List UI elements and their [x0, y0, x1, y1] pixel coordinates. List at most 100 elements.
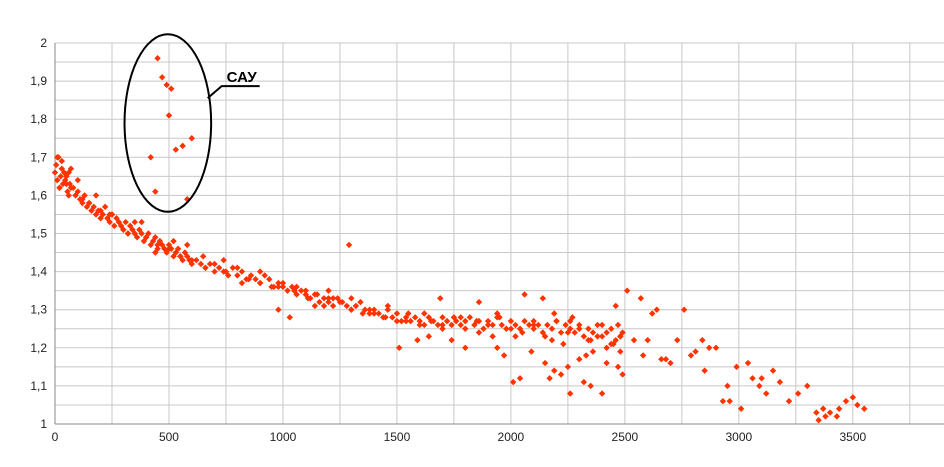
data-point — [229, 264, 236, 271]
data-point — [343, 302, 350, 310]
x-tick-label: 500 — [159, 430, 179, 444]
data-point — [443, 317, 451, 325]
data-point — [835, 405, 843, 412]
data-point — [819, 405, 827, 412]
x-tick-label: 1500 — [384, 430, 411, 444]
data-point — [500, 352, 508, 359]
x-tick-label: 0 — [52, 430, 59, 444]
x-tick-label: 1000 — [270, 430, 297, 444]
data-point — [564, 329, 572, 336]
data-point — [311, 302, 319, 310]
data-point — [329, 302, 337, 310]
data-point — [594, 333, 601, 340]
data-point — [692, 348, 699, 355]
data-point — [199, 253, 207, 260]
data-point — [79, 196, 86, 203]
data-point — [571, 329, 578, 336]
data-point — [184, 241, 191, 249]
data-point — [65, 192, 72, 199]
data-point — [826, 409, 834, 416]
data-point — [589, 329, 597, 336]
data-point — [466, 314, 474, 321]
data-point — [849, 394, 857, 401]
x-tick-label: 3000 — [725, 430, 752, 444]
data-point — [457, 314, 464, 321]
data-point — [489, 321, 496, 329]
data-point — [585, 325, 592, 332]
data-point — [222, 268, 230, 275]
data-point — [822, 413, 829, 420]
data-point — [598, 390, 606, 397]
data-point — [124, 230, 132, 237]
data-point — [52, 161, 60, 169]
data-point — [92, 192, 100, 199]
data-point — [179, 142, 186, 150]
y-tick-label: 1,5 — [30, 227, 47, 241]
y-axis-tick-labels: 1 1,1 1,2 1,3 1,4 1,5 1,6 1,7 1,8 1,9 2 — [30, 36, 47, 431]
data-point — [165, 245, 173, 252]
y-tick-label: 2 — [40, 36, 47, 50]
data-point — [462, 317, 469, 325]
data-point — [158, 241, 166, 249]
data-point — [564, 363, 572, 371]
data-point — [475, 329, 483, 336]
data-point — [507, 317, 515, 325]
data-point — [475, 298, 483, 306]
data-point — [530, 321, 537, 329]
data-point — [111, 222, 118, 230]
annotation-callout: САУ — [123, 33, 260, 213]
annotation-ellipse — [123, 33, 213, 213]
data-point — [619, 371, 626, 378]
data-point — [320, 302, 328, 310]
data-point — [758, 375, 765, 382]
data-point — [617, 348, 624, 355]
data-point — [576, 325, 583, 332]
data-point — [152, 234, 159, 241]
data-point — [598, 333, 606, 340]
data-point — [582, 352, 590, 359]
data-point — [90, 203, 97, 211]
data-point — [416, 317, 423, 325]
data-point — [238, 268, 246, 275]
data-point — [66, 180, 74, 188]
data-point — [293, 283, 300, 291]
data-point — [393, 317, 401, 325]
data-point — [407, 317, 414, 325]
data-point — [393, 310, 401, 317]
data-point — [498, 321, 505, 329]
data-point — [156, 237, 164, 245]
data-point — [63, 180, 70, 188]
data-point — [106, 218, 113, 226]
data-point — [617, 333, 624, 340]
data-point — [193, 256, 200, 264]
data-point — [763, 390, 770, 397]
data-point — [163, 81, 170, 89]
data-point — [719, 397, 727, 405]
data-point — [97, 207, 104, 214]
data-point — [701, 367, 708, 374]
data-point — [59, 180, 67, 188]
data-point — [612, 336, 619, 344]
data-point — [370, 310, 378, 317]
data-point — [177, 253, 184, 260]
y-tick-label: 1,4 — [30, 265, 47, 279]
data-point — [737, 405, 745, 412]
data-point — [170, 237, 177, 245]
y-tick-label: 1,7 — [30, 150, 47, 164]
data-point — [551, 367, 558, 374]
data-point — [70, 184, 77, 191]
data-point — [539, 295, 547, 302]
data-point — [238, 279, 246, 287]
data-point — [101, 203, 109, 211]
data-point — [541, 333, 549, 340]
y-tick-label: 1,2 — [30, 341, 47, 355]
data-point — [147, 154, 154, 161]
data-point — [136, 226, 143, 233]
data-point — [553, 317, 560, 325]
data-point — [530, 317, 537, 325]
data-point — [462, 325, 469, 332]
data-point — [411, 314, 419, 321]
data-point — [142, 234, 150, 241]
data-point — [462, 344, 469, 351]
data-point — [54, 176, 61, 184]
